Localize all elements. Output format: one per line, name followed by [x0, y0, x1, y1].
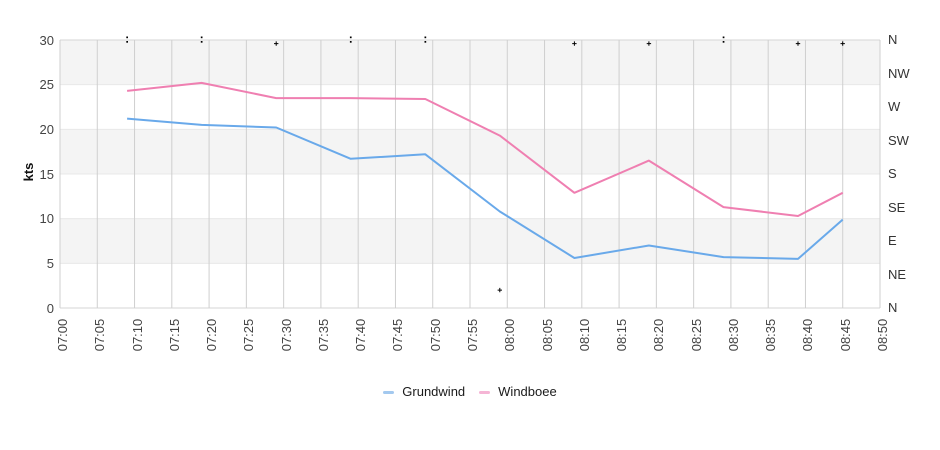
compass-label: N: [888, 32, 898, 47]
direction-marker-dot: [722, 41, 725, 43]
x-axis-tick-label: 07:00: [55, 318, 70, 352]
grundwind-line-swatch: [383, 390, 395, 394]
x-axis-tick-label: 08:15: [614, 318, 630, 352]
compass-label: SE: [888, 199, 906, 215]
x-axis-tick-label: 08:10: [576, 318, 592, 352]
x-axis-tick-label: 07:10: [129, 318, 145, 352]
legend-label-windboee: Windboee: [498, 384, 557, 399]
y-axis-tick-label: 10: [39, 211, 54, 227]
direction-marker-plus: [274, 41, 279, 46]
legend-label-grundwind: Grundwind: [402, 384, 466, 399]
direction-marker-plus: [795, 41, 801, 46]
x-axis-tick-label: 07:05: [92, 318, 108, 352]
direction-marker-dot: [424, 41, 427, 43]
direction-marker-plus: [840, 41, 845, 46]
windboee-line-swatch: [479, 390, 491, 394]
y-axis-tick-label: 20: [39, 121, 54, 137]
x-axis-tick-label: 07:40: [353, 318, 369, 352]
direction-marker-dot: [200, 41, 203, 43]
y-axis-tick-label: 5: [46, 255, 54, 271]
x-axis-tick-label: 08:20: [651, 318, 667, 352]
legend: Grundwind Windboee: [0, 384, 940, 400]
direction-marker-dot: [349, 41, 352, 43]
compass-label: NW: [888, 65, 910, 81]
x-axis-tick-label: 08:05: [539, 318, 555, 352]
direction-marker-dot: [126, 36, 128, 39]
legend-item-grundwind[interactable]: Grundwind: [383, 384, 465, 400]
x-axis-tick-label: 08:35: [763, 318, 779, 352]
x-axis-tick-label: 07:15: [166, 318, 182, 352]
x-axis-tick-label: 07:45: [390, 318, 406, 352]
x-axis-tick-label: 08:00: [502, 318, 518, 352]
x-axis-tick-label: 07:55: [465, 318, 480, 352]
x-axis-tick-label: 07:30: [278, 318, 294, 352]
compass-label: W: [888, 99, 901, 114]
direction-marker-plus: [646, 41, 652, 46]
x-axis-tick-label: 08:25: [688, 318, 704, 352]
direction-marker-plus: [572, 41, 577, 46]
x-axis-tick-label: 08:30: [725, 318, 741, 352]
x-axis-tick-label: 07:25: [241, 318, 257, 352]
compass-label: N: [888, 300, 898, 315]
direction-marker-dot: [722, 36, 725, 39]
x-axis-tick-label: 07:20: [204, 318, 220, 352]
x-axis-tick-label: 07:35: [315, 318, 331, 352]
compass-label: E: [888, 233, 897, 248]
y-axis-tick-label: 25: [39, 77, 54, 93]
y-axis-tick-label: 0: [46, 300, 54, 316]
x-axis-tick-label: 07:50: [427, 318, 443, 352]
series-line-grundwind: [127, 117, 844, 260]
series-line-windboee: [126, 81, 844, 217]
legend-item-windboee[interactable]: Windboee: [479, 384, 557, 400]
compass-label: S: [888, 166, 897, 181]
x-axis-tick-label: 08:40: [800, 318, 816, 352]
x-axis-tick-label: 08:45: [837, 318, 853, 352]
compass-label: SW: [888, 132, 909, 148]
direction-marker-dot: [126, 41, 128, 43]
y-axis-tick-label: 30: [39, 32, 54, 48]
direction-marker-plus: [497, 287, 502, 293]
y-axis-tick-label: 15: [39, 166, 54, 182]
x-axis-tick-label: 08:50: [875, 318, 890, 352]
direction-marker-dot: [200, 36, 203, 39]
compass-label: NE: [888, 266, 907, 282]
direction-marker-dot: [424, 36, 427, 39]
direction-marker-dot: [349, 36, 352, 39]
